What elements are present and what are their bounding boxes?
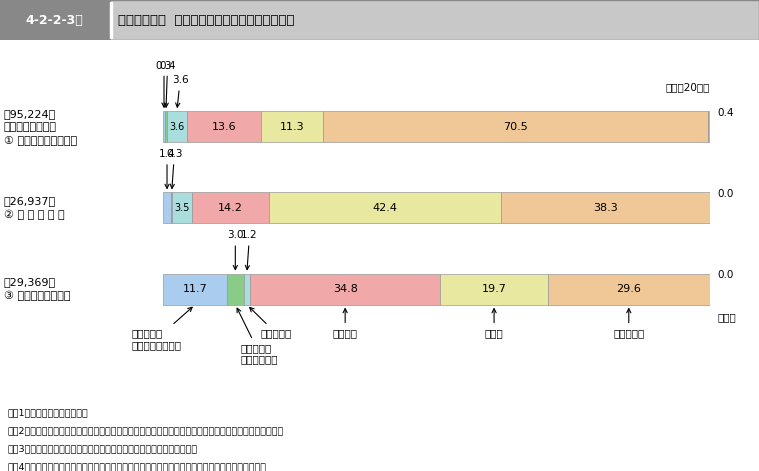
Bar [440, 274, 548, 305]
Bar [167, 111, 187, 142]
Bar [163, 111, 165, 142]
Text: 0.4: 0.4 [718, 107, 735, 118]
Text: 注　1　司法統計年報による。: 注 1 司法統計年報による。 [8, 408, 88, 417]
Text: 3　「道路交通保護事件」は，道交違反に係る少年保護事件をいう。: 3 「道路交通保護事件」は，道交違反に係る少年保護事件をいう。 [8, 444, 197, 453]
Text: 19.7: 19.7 [482, 284, 506, 294]
Text: 少年院送致: 少年院送致 [250, 308, 291, 338]
Text: 11.7: 11.7 [183, 284, 207, 294]
Bar [323, 111, 708, 142]
Bar [110, 2, 112, 38]
Bar [171, 193, 172, 223]
Text: 38.3: 38.3 [594, 203, 618, 213]
Text: 3.5: 3.5 [175, 203, 190, 213]
Text: その他: その他 [718, 312, 737, 322]
Text: 0.0: 0.0 [718, 270, 734, 280]
Text: （29,369）: （29,369） [4, 277, 56, 287]
Text: 4-2-2-3図: 4-2-2-3図 [26, 14, 83, 26]
Bar [172, 193, 191, 223]
Text: （平成20年）: （平成20年） [666, 82, 710, 92]
Text: 3.6: 3.6 [169, 122, 184, 132]
Text: 0.3: 0.3 [166, 149, 183, 188]
Text: 審判不開始: 審判不開始 [613, 309, 644, 338]
Text: 除く一般保護事件: 除く一般保護事件 [4, 122, 57, 132]
Bar [165, 111, 167, 142]
Text: 1.4: 1.4 [159, 149, 175, 188]
Text: ① ぐ犯，業過等事件を: ① ぐ犯，業過等事件を [4, 135, 77, 145]
Text: 3.6: 3.6 [172, 75, 188, 107]
Bar [708, 111, 710, 142]
Bar [501, 193, 710, 223]
Text: 検察官送致
（刑事処分相当）: 検察官送致 （刑事処分相当） [131, 307, 192, 350]
Text: 11.3: 11.3 [279, 122, 304, 132]
Bar [227, 274, 244, 305]
Text: 4　「その他」は，児童自立支援施設・児童養護施設送致及び知事・児童相談所長送致である。: 4 「その他」は，児童自立支援施設・児童養護施設送致及び知事・児童相談所長送致で… [8, 462, 266, 471]
Text: 0.0: 0.0 [718, 189, 734, 199]
Text: ② 業 過 等 事 件: ② 業 過 等 事 件 [4, 209, 65, 219]
Text: 1.2: 1.2 [241, 230, 258, 269]
Text: 少年保護事件  終局処理人員の処理区分別構成比: 少年保護事件 終局処理人員の処理区分別構成比 [118, 14, 294, 26]
Text: 0.3: 0.3 [156, 61, 172, 107]
Text: 29.6: 29.6 [616, 284, 641, 294]
Bar [163, 274, 227, 305]
Text: 34.8: 34.8 [332, 284, 357, 294]
Text: 不処分: 不処分 [485, 309, 503, 338]
Text: ③ 道路交通保護事件: ③ 道路交通保護事件 [4, 291, 71, 301]
Text: 検察官送致
（年齢超過）: 検察官送致 （年齢超過） [237, 308, 279, 365]
Text: 13.6: 13.6 [212, 122, 236, 132]
Text: 2　「業過等事件」は，自動車運転過失致死傷・業過及び危険運転致死傷に係る少年保護事件をいう。: 2 「業過等事件」は，自動車運転過失致死傷・業過及び危険運転致死傷に係る少年保護… [8, 426, 284, 435]
Text: 14.2: 14.2 [218, 203, 243, 213]
Bar [548, 274, 710, 305]
Text: 70.5: 70.5 [503, 122, 528, 132]
Bar [163, 193, 171, 223]
Text: 3.0: 3.0 [227, 230, 244, 269]
Text: 保護観察: 保護観察 [332, 309, 357, 338]
Text: 0.4: 0.4 [159, 61, 176, 107]
Text: 42.4: 42.4 [373, 203, 398, 213]
Bar [269, 193, 501, 223]
Bar [244, 274, 250, 305]
Bar [250, 274, 440, 305]
Bar [187, 111, 261, 142]
Text: （26,937）: （26,937） [4, 196, 56, 206]
Text: （95,224）: （95,224） [4, 108, 56, 119]
Bar [191, 193, 269, 223]
Bar [261, 111, 323, 142]
Bar [0, 0, 110, 40]
